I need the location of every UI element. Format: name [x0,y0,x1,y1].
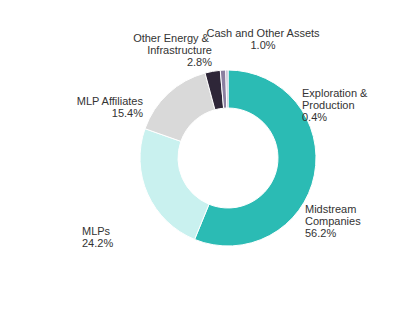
slice-label-line: Production [302,99,355,111]
slice-label-line: Infrastructure [147,44,212,56]
slice-label-line: Midstream [305,203,359,215]
slice-label: MLP Affiliates [77,95,144,107]
value-label: 56.2% [305,227,336,239]
slice [195,70,316,246]
value-label: 24.2% [82,237,113,249]
slice-label: Exploration & Production [302,87,370,111]
slice-label-line: MLP Affiliates [77,95,144,107]
slice [140,129,209,240]
value-label: 15.4% [112,107,143,119]
slice [226,70,228,108]
slice-label-line: Cash and Other Assets [206,27,320,39]
slice-label: MLPs [82,225,111,237]
labels: Midstream Companies56.2% MLPs24.2% MLP Aff… [77,27,371,249]
slice [145,73,215,141]
slice-label: Other Energy & Infrastructure [133,32,212,56]
slice-label-line: Exploration & [302,87,370,99]
slice-label: Midstream Companies [305,203,361,227]
slice-label: Cash and Other Assets [206,27,320,39]
value-label: 0.4% [302,111,327,123]
slice-label-line: MLPs [82,225,111,237]
chart: Midstream Companies56.2% MLPs24.2% MLP Aff… [0,0,400,320]
slice-label-line: Companies [305,215,361,227]
value-label: 2.8% [187,56,212,68]
value-label: 1.0% [250,39,275,51]
slices [140,70,316,246]
slice-label-line: Other Energy & [133,32,212,44]
